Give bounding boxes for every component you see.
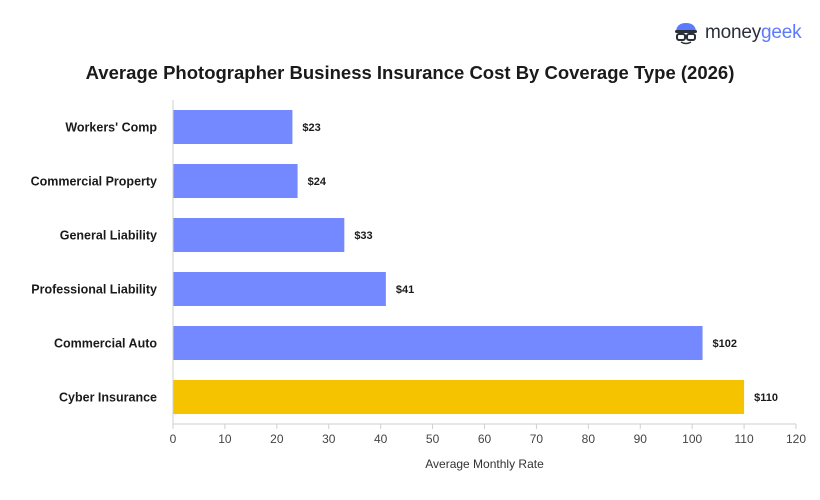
x-tick-label: 100 xyxy=(682,432,702,446)
value-label: $102 xyxy=(713,338,737,350)
x-axis-title: Average Monthly Rate xyxy=(425,457,544,471)
category-label: Professional Liability xyxy=(31,283,157,297)
moneygeek-logo: moneygeek xyxy=(673,20,802,46)
x-tick-label: 0 xyxy=(170,432,177,446)
x-tick-label: 60 xyxy=(478,432,492,446)
brand-wordmark: moneygeek xyxy=(705,22,802,43)
value-label: $110 xyxy=(754,392,778,404)
value-label: $24 xyxy=(308,176,327,188)
category-label: Commercial Auto xyxy=(54,337,157,351)
x-tick-label: 50 xyxy=(426,432,440,446)
x-tick-label: 70 xyxy=(530,432,544,446)
x-tick-label: 10 xyxy=(218,432,232,446)
category-label: Workers' Comp xyxy=(65,121,157,135)
value-label: $33 xyxy=(354,230,372,242)
category-label: Cyber Insurance xyxy=(59,391,157,405)
x-tick-label: 20 xyxy=(270,432,284,446)
bar xyxy=(173,271,386,307)
x-tick-label: 120 xyxy=(786,432,806,446)
bar xyxy=(173,217,345,253)
category-label: General Liability xyxy=(60,229,157,243)
bar xyxy=(173,379,745,415)
value-label: $41 xyxy=(396,284,414,296)
x-tick-label: 80 xyxy=(582,432,596,446)
chart-title: Average Photographer Business Insurance … xyxy=(85,62,735,83)
value-label: $23 xyxy=(302,122,320,134)
x-tick-label: 110 xyxy=(735,432,754,446)
category-label: Commercial Property xyxy=(31,175,157,189)
x-tick-label: 30 xyxy=(322,432,336,446)
x-tick-label: 40 xyxy=(374,432,388,446)
bar xyxy=(173,163,298,199)
x-tick-label: 90 xyxy=(634,432,648,446)
bar xyxy=(173,325,703,361)
bar xyxy=(173,109,293,145)
moneygeek-mascot-icon xyxy=(675,23,697,45)
